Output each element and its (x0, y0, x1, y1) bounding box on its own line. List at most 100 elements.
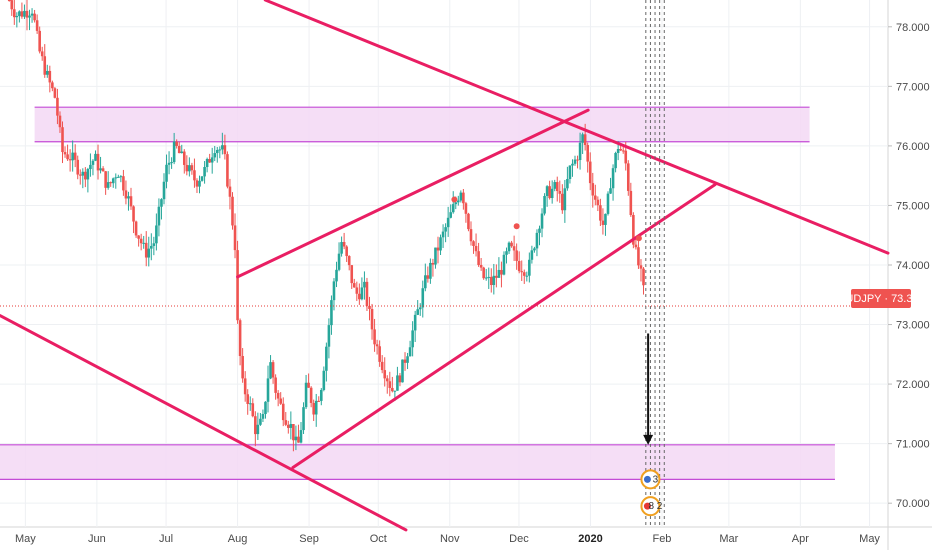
candle-body (256, 424, 260, 435)
candle-body (380, 361, 384, 371)
candle-body (177, 145, 181, 154)
candle-body (482, 267, 485, 279)
candle-body (276, 392, 280, 399)
candle-body (56, 97, 59, 116)
candle-body (325, 346, 328, 371)
candle-body (246, 394, 250, 404)
candle-body (449, 212, 452, 218)
candle-body (469, 229, 473, 242)
time-tick-label: May (15, 533, 36, 545)
price-tick-label: 70.000 (896, 498, 930, 510)
candle-body (441, 231, 445, 238)
candle-body (545, 186, 549, 197)
candle-body (487, 276, 491, 278)
candle-body (492, 275, 496, 286)
candle-body (429, 262, 432, 279)
event-count: 8 2 (648, 501, 662, 512)
time-tick-label: 2020 (578, 533, 602, 545)
candle-body (591, 183, 595, 196)
candle-body (383, 370, 387, 379)
candle-body (454, 202, 458, 205)
candle-body (406, 356, 409, 363)
candle-body (81, 171, 85, 176)
candle-body (15, 15, 19, 18)
time-tick-label: Jul (159, 533, 173, 545)
candle-body (109, 182, 113, 184)
candle-body (10, 0, 14, 10)
candle-body (467, 213, 470, 230)
candle-body (210, 157, 214, 163)
candle-body (431, 262, 435, 265)
candle-body (48, 70, 52, 83)
last-price-tag: AUDJPY · 73.311 (838, 289, 924, 308)
candle-body (642, 268, 645, 286)
price-axis[interactable]: 78.000 77.000 76.000 75.000 74.000 73.000 72.0… (888, 22, 930, 510)
candle-body (304, 382, 308, 408)
candle-body (170, 162, 173, 164)
candle-body (363, 281, 366, 288)
candle-body (563, 188, 567, 211)
trendline (291, 183, 717, 469)
candle-body (626, 163, 630, 191)
candle-body (78, 174, 82, 176)
candle-body (25, 10, 29, 18)
candle-body (413, 314, 417, 331)
candle-body (292, 424, 295, 441)
candle-body (418, 307, 422, 310)
candle-body (124, 190, 128, 199)
candle-body (51, 82, 54, 89)
candle-body (525, 275, 529, 277)
candle-body (462, 192, 465, 204)
support-resistance-zone (34, 107, 810, 142)
candle-body (221, 145, 224, 150)
candle-body (139, 238, 143, 244)
candle-body (355, 287, 359, 294)
support-resistance-zone (0, 444, 835, 480)
candle-body (287, 424, 290, 428)
candle-body (421, 288, 425, 308)
candle-body (601, 220, 605, 225)
candle-body (337, 253, 341, 270)
candle-body (180, 151, 184, 154)
candle-body (558, 191, 562, 194)
candle-body (243, 378, 247, 395)
candle-body (233, 225, 237, 251)
candle-body (213, 153, 217, 158)
candle-body (581, 134, 584, 143)
candle-body (89, 164, 92, 170)
candle-body (284, 420, 288, 425)
candle-body (424, 275, 427, 289)
candle-body (495, 275, 498, 278)
candle-body (464, 203, 468, 214)
candle-body (266, 378, 270, 402)
candle-body (472, 241, 475, 246)
candle-body (373, 329, 376, 345)
candle-body (188, 165, 191, 172)
time-axis[interactable]: May Jun Jul Aug Sep Oct Nov Dec 2020 Feb Mar Apr May (15, 533, 880, 545)
candle-body (20, 11, 24, 17)
event-flag-icon (643, 475, 651, 483)
candle-body (152, 243, 156, 246)
candle-body (91, 160, 95, 165)
candle-body (522, 272, 526, 276)
candle-body (535, 232, 539, 249)
time-tick-label: Aug (228, 533, 248, 545)
time-tick-label: Nov (440, 533, 460, 545)
zones (0, 106, 835, 480)
candle-body (573, 159, 577, 164)
price-tick-label: 77.000 (896, 81, 930, 93)
candle-body (150, 245, 153, 249)
candle-body (576, 159, 579, 161)
candle-body (594, 195, 597, 200)
candle-body (205, 158, 209, 168)
candle-body (583, 134, 587, 146)
time-tick-label: May (859, 533, 880, 545)
candle-body (365, 281, 369, 306)
candle-body (632, 215, 635, 245)
candle-body (446, 217, 450, 228)
candle-body (319, 389, 323, 401)
candle-body (606, 193, 610, 214)
candle-body (61, 127, 64, 153)
candle-body (401, 359, 404, 383)
